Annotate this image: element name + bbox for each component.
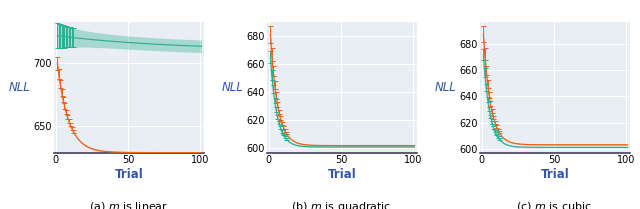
Text: (b) $m$ is quadratic.: (b) $m$ is quadratic. <box>291 200 394 209</box>
X-axis label: Trial: Trial <box>541 168 570 181</box>
X-axis label: Trial: Trial <box>115 168 144 181</box>
Y-axis label: NLL: NLL <box>221 81 243 94</box>
X-axis label: Trial: Trial <box>328 168 356 181</box>
Y-axis label: NLL: NLL <box>435 81 456 94</box>
Text: (c) $m$ is cubic.: (c) $m$ is cubic. <box>516 200 595 209</box>
Text: (a) $m$ is linear.: (a) $m$ is linear. <box>88 200 170 209</box>
Y-axis label: NLL: NLL <box>8 81 30 94</box>
